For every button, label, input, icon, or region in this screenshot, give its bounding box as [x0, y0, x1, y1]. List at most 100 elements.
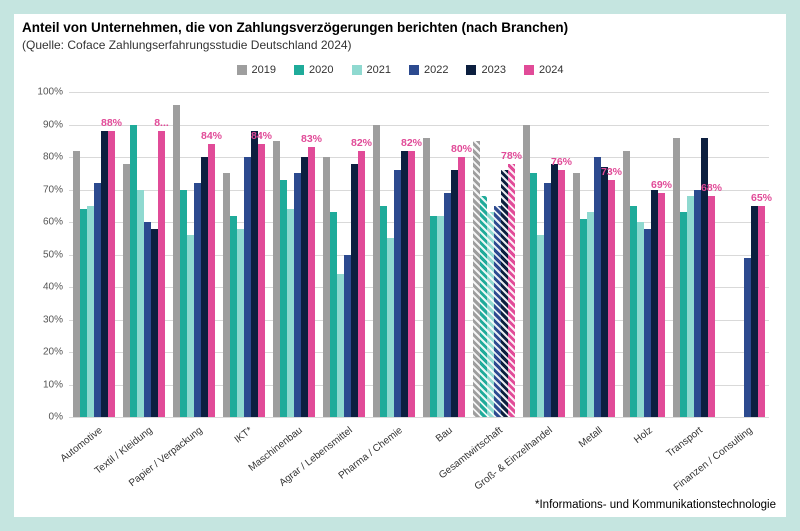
bar	[501, 170, 508, 417]
y-axis-label: 60%	[29, 217, 63, 228]
legend-item: 2019	[237, 64, 276, 76]
bar	[508, 164, 515, 418]
legend-label: 2024	[539, 64, 563, 76]
bar	[758, 206, 765, 417]
bar	[151, 229, 158, 418]
bar	[258, 144, 265, 417]
bar	[751, 206, 758, 417]
bar	[108, 131, 115, 417]
bar	[487, 212, 494, 417]
bar-group	[473, 92, 515, 417]
bar	[587, 212, 594, 417]
bar	[451, 170, 458, 417]
bar-value-label: 65%	[751, 192, 772, 204]
bar	[551, 164, 558, 418]
bar	[251, 131, 258, 417]
bar	[144, 222, 151, 417]
legend-item: 2021	[352, 64, 391, 76]
legend-item: 2022	[409, 64, 448, 76]
legend-label: 2022	[424, 64, 448, 76]
bar	[694, 190, 701, 418]
chart-legend: 201920202021202220232024	[14, 64, 786, 76]
bar	[308, 147, 315, 417]
x-axis-label: Transport	[665, 425, 705, 460]
bar	[623, 151, 630, 418]
bar	[323, 157, 330, 417]
bar-group	[573, 92, 615, 417]
bar-group	[123, 92, 165, 417]
bar-value-label: 73%	[601, 166, 622, 178]
y-axis-label: 90%	[29, 119, 63, 130]
bar	[358, 151, 365, 418]
legend-label: 2019	[252, 64, 276, 76]
legend-swatch	[409, 65, 419, 75]
bar	[423, 138, 430, 418]
bar	[601, 167, 608, 417]
bar	[94, 183, 101, 417]
bar	[87, 206, 94, 417]
bar-group	[623, 92, 665, 417]
bar	[537, 235, 544, 417]
bar	[523, 125, 530, 418]
bar	[630, 206, 637, 417]
bar-group	[523, 92, 565, 417]
bar	[73, 151, 80, 418]
bar	[651, 190, 658, 418]
x-axis-label: Metall	[577, 425, 605, 450]
bar	[351, 164, 358, 418]
bar-group	[423, 92, 465, 417]
x-axis-label: Bau	[434, 425, 455, 445]
bar	[387, 238, 394, 417]
bar-value-label: 68%	[701, 182, 722, 194]
bar	[480, 196, 487, 417]
x-axis-label: IKT*	[233, 425, 255, 446]
bar	[237, 229, 244, 418]
bar	[608, 180, 615, 417]
bar	[287, 209, 294, 417]
bar	[594, 157, 601, 417]
bar	[437, 216, 444, 418]
bar-value-label: 78%	[501, 150, 522, 162]
y-axis-label: 70%	[29, 184, 63, 195]
bar	[201, 157, 208, 417]
bar	[473, 141, 480, 417]
bar	[230, 216, 237, 418]
bar	[301, 157, 308, 417]
bar	[273, 141, 280, 417]
y-axis-label: 50%	[29, 249, 63, 260]
bar-value-label: 88%	[101, 117, 122, 129]
gridline	[69, 417, 769, 418]
y-axis-label: 10%	[29, 379, 63, 390]
bar	[573, 173, 580, 417]
bar-value-label: 82%	[401, 137, 422, 149]
bar	[208, 144, 215, 417]
bar	[137, 190, 144, 418]
legend-item: 2023	[466, 64, 505, 76]
bar	[430, 216, 437, 418]
bar	[373, 125, 380, 418]
bar	[458, 157, 465, 417]
bar	[744, 258, 751, 417]
bar	[494, 206, 501, 417]
bar-value-label: 80%	[451, 143, 472, 155]
chart-plot-area: 0%10%20%30%40%50%60%70%80%90%100%88%Auto…	[69, 92, 769, 417]
bar	[130, 125, 137, 418]
y-axis-label: 40%	[29, 282, 63, 293]
legend-swatch	[237, 65, 247, 75]
bar	[123, 164, 130, 418]
bar	[401, 151, 408, 418]
bar	[637, 222, 644, 417]
bar	[687, 196, 694, 417]
bar-value-label: 84%	[251, 130, 272, 142]
bar	[194, 183, 201, 417]
legend-swatch	[524, 65, 534, 75]
bar	[701, 138, 708, 418]
legend-label: 2023	[481, 64, 505, 76]
chart-subtitle: (Quelle: Coface Zahlungserfahrungsstudie…	[22, 38, 352, 52]
bar	[394, 170, 401, 417]
bar	[330, 212, 337, 417]
bar	[380, 206, 387, 417]
bar	[280, 180, 287, 417]
legend-label: 2021	[367, 64, 391, 76]
bar-value-label: 82%	[351, 137, 372, 149]
